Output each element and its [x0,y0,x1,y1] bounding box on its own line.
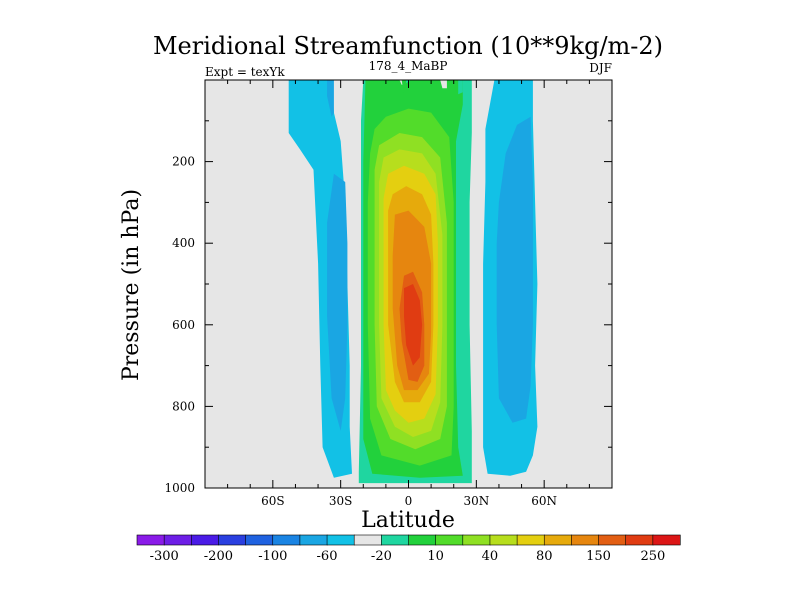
colorbar-label-3: -60 [317,549,338,564]
colorbar-swatch-16 [571,534,600,546]
colorbar-swatch-2 [191,534,220,546]
colorbar-label-0: -300 [150,549,179,564]
y-tick-label-1: 400 [172,236,195,250]
colorbar-swatch-1 [163,534,192,546]
y-tick-label-2: 600 [172,318,195,332]
colorbar-swatch-5 [272,534,301,546]
colorbar-swatch-12 [462,534,491,546]
contour-band-2 [327,173,348,431]
season-label: DJF [589,61,612,75]
colorbar-label-8: 150 [586,549,611,564]
colorbar-label-6: 40 [482,549,499,564]
colorbar-swatch-19 [652,534,681,546]
x-tick-label-3: 30N [463,494,489,508]
colorbar-swatch-15 [543,534,573,546]
contour-band-1 [327,80,334,117]
colorbar-swatch-14 [516,534,545,546]
contour-band-18 [496,116,533,423]
x-tick-label-0: 60S [261,494,285,508]
colorbar-swatch-6 [299,534,328,546]
colorbar-label-7: 80 [536,549,553,564]
time-label: 178_4_MaBP [369,59,448,73]
contour-band-12 [404,284,423,366]
colorbar-label-4: -20 [371,549,392,564]
colorbar-swatch-10 [408,534,437,546]
colorbar-label-9: 250 [640,549,665,564]
x-axis-label: Latitude [361,508,455,533]
y-tick-label-4: 1000 [164,481,195,495]
colorbar: -300 -200 -100 -60 -20 10 40 80 150 250 [136,534,681,564]
contour-band-15 [458,80,463,95]
colorbar-swatch-11 [435,534,464,546]
y-tick-label-3: 800 [172,399,195,413]
colorbar-label-1: -200 [204,549,233,564]
y-axis-label: Pressure (in hPa) [119,189,144,381]
colorbar-swatch-7 [326,534,355,546]
colorbar-swatch-13 [489,534,518,546]
colorbar-swatch-17 [598,534,627,546]
y-tick-label-0: 200 [172,155,195,169]
colorbar-swatch-0 [136,534,165,546]
experiment-label: Expt = texYk [205,65,285,79]
colorbar-swatch-3 [218,534,247,546]
colorbar-swatch-8 [353,534,382,546]
x-tick-label-4: 60N [531,494,557,508]
contour-band-16 [401,80,407,97]
colorbar-label-2: -100 [258,549,287,564]
x-tick-label-1: 30S [329,494,353,508]
axis-ticks: 60S 30S 0 30N 60N 200 400 600 800 1000 [164,80,612,508]
colorbar-label-5: 10 [427,549,444,564]
colorbar-swatch-18 [625,534,654,546]
chart-title: Meridional Streamfunction (10**9kg/m-2) [153,32,663,60]
contour-fill-group [288,80,538,484]
colorbar-swatch-9 [381,534,410,546]
colorbar-swatch-4 [245,534,274,546]
contour-band-14 [440,80,447,89]
x-tick-label-2: 0 [405,494,413,508]
